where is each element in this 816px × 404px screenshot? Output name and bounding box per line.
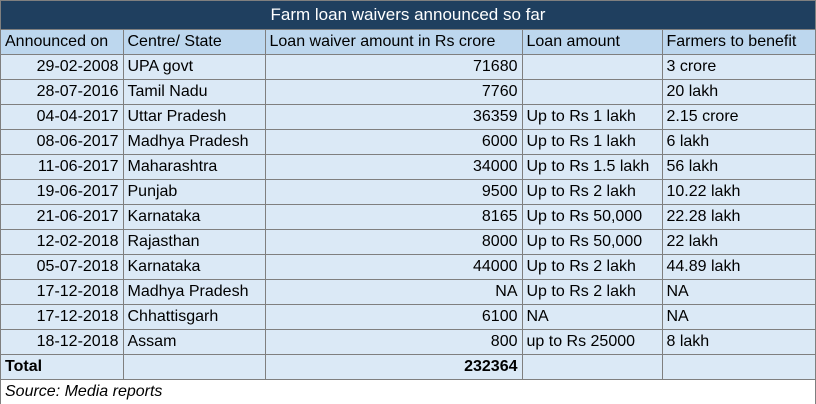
cell-waiver-amount: 6000 [265, 129, 523, 155]
cell-announced-on: 19-06-2017 [1, 179, 124, 205]
total-empty-cell [662, 354, 815, 380]
cell-announced-on: 04-04-2017 [1, 104, 124, 130]
cell-centre-state: Madhya Pradesh [123, 279, 266, 305]
header-waiver-amount: Loan waiver amount in Rs crore [265, 30, 523, 55]
cell-centre-state: Karnataka [123, 204, 266, 230]
table-row: 17-12-2018 Chhattisgarh 6100 NA NA [1, 304, 815, 330]
cell-farmers-to-benefit: 20 lakh [662, 79, 815, 105]
table-row: 21-06-2017 Karnataka 8165 Up to Rs 50,000 22… [1, 204, 815, 230]
cell-farmers-to-benefit: 44.89 lakh [662, 254, 815, 280]
cell-farmers-to-benefit: 6 lakh [662, 129, 815, 155]
cell-announced-on: 08-06-2017 [1, 129, 124, 155]
cell-centre-state: Tamil Nadu [123, 79, 266, 105]
header-farmers-to-benefit: Farmers to benefit [662, 30, 815, 55]
cell-centre-state: Uttar Pradesh [123, 104, 266, 130]
table-row: 12-02-2018 Rajasthan 8000 Up to Rs 50,000 22… [1, 229, 815, 255]
total-empty-cell [522, 354, 663, 380]
cell-waiver-amount: 34000 [265, 154, 523, 180]
table-row: 28-07-2016 Tamil Nadu 7760 20 lakh [1, 79, 815, 105]
cell-centre-state: Chhattisgarh [123, 304, 266, 330]
cell-loan-amount: Up to Rs 2 lakh [522, 179, 663, 205]
cell-announced-on: 29-02-2008 [1, 54, 124, 80]
cell-loan-amount [522, 54, 663, 80]
cell-farmers-to-benefit: 2.15 crore [662, 104, 815, 130]
cell-centre-state: Madhya Pradesh [123, 129, 266, 155]
table-row: 18-12-2018 Assam 800 up to Rs 25000 8 lakh [1, 329, 815, 355]
cell-announced-on: 12-02-2018 [1, 229, 124, 255]
cell-centre-state: Karnataka [123, 254, 266, 280]
table-row: 04-04-2017 Uttar Pradesh 36359 Up to Rs 1 l… [1, 104, 815, 130]
cell-loan-amount: Up to Rs 2 lakh [522, 279, 663, 305]
total-row: Total 232364 [1, 354, 815, 380]
cell-centre-state: Rajasthan [123, 229, 266, 255]
cell-announced-on: 17-12-2018 [1, 304, 124, 330]
cell-waiver-amount: NA [265, 279, 523, 305]
cell-waiver-amount: 8165 [265, 204, 523, 230]
table-row: 11-06-2017 Maharashtra 34000 Up to Rs 1.5 l… [1, 154, 815, 180]
cell-waiver-amount: 9500 [265, 179, 523, 205]
cell-waiver-amount: 36359 [265, 104, 523, 130]
cell-announced-on: 11-06-2017 [1, 154, 124, 180]
cell-announced-on: 28-07-2016 [1, 79, 124, 105]
table-row: 19-06-2017 Punjab 9500 Up to Rs 2 lakh 10.22… [1, 179, 815, 205]
cell-waiver-amount: 71680 [265, 54, 523, 80]
cell-centre-state: Punjab [123, 179, 266, 205]
cell-loan-amount [522, 79, 663, 105]
total-amount: 232364 [265, 354, 523, 380]
cell-waiver-amount: 8000 [265, 229, 523, 255]
header-row: Announced on Centre/ State Loan waiver a… [1, 30, 815, 55]
cell-farmers-to-benefit: 10.22 lakh [662, 179, 815, 205]
table-title: Farm loan waivers announced so far [1, 1, 815, 30]
cell-announced-on: 05-07-2018 [1, 254, 124, 280]
cell-waiver-amount: 7760 [265, 79, 523, 105]
cell-farmers-to-benefit: 56 lakh [662, 154, 815, 180]
cell-loan-amount: up to Rs 25000 [522, 329, 663, 355]
header-announced-on: Announced on [1, 30, 124, 55]
cell-loan-amount: Up to Rs 1 lakh [522, 129, 663, 155]
cell-loan-amount: Up to Rs 1 lakh [522, 104, 663, 130]
cell-farmers-to-benefit: 22 lakh [662, 229, 815, 255]
header-centre-state: Centre/ State [123, 30, 266, 55]
cell-loan-amount: Up to Rs 50,000 [522, 229, 663, 255]
loan-waiver-table: Announced on Centre/ State Loan waiver a… [1, 30, 815, 380]
total-empty-cell [123, 354, 266, 380]
cell-waiver-amount: 44000 [265, 254, 523, 280]
cell-loan-amount: Up to Rs 50,000 [522, 204, 663, 230]
cell-farmers-to-benefit: 8 lakh [662, 329, 815, 355]
cell-announced-on: 21-06-2017 [1, 204, 124, 230]
table-row: 17-12-2018 Madhya Pradesh NA Up to Rs 2 lak… [1, 279, 815, 305]
cell-waiver-amount: 6100 [265, 304, 523, 330]
cell-centre-state: Maharashtra [123, 154, 266, 180]
cell-loan-amount: Up to Rs 2 lakh [522, 254, 663, 280]
header-loan-amount: Loan amount [522, 30, 663, 55]
cell-announced-on: 18-12-2018 [1, 329, 124, 355]
cell-farmers-to-benefit: 3 crore [662, 54, 815, 80]
table-row: 05-07-2018 Karnataka 44000 Up to Rs 2 lakh 4… [1, 254, 815, 280]
cell-centre-state: Assam [123, 329, 266, 355]
cell-centre-state: UPA govt [123, 54, 266, 80]
cell-loan-amount: NA [522, 304, 663, 330]
table-row: 08-06-2017 Madhya Pradesh 6000 Up to Rs 1 l… [1, 129, 815, 155]
source-note: Source: Media reports [1, 380, 815, 404]
total-label: Total [1, 354, 124, 380]
cell-farmers-to-benefit: NA [662, 304, 815, 330]
cell-loan-amount: Up to Rs 1.5 lakh [522, 154, 663, 180]
table-row: 29-02-2008 UPA govt 71680 3 crore [1, 54, 815, 80]
cell-farmers-to-benefit: 22.28 lakh [662, 204, 815, 230]
cell-farmers-to-benefit: NA [662, 279, 815, 305]
cell-waiver-amount: 800 [265, 329, 523, 355]
cell-announced-on: 17-12-2018 [1, 279, 124, 305]
